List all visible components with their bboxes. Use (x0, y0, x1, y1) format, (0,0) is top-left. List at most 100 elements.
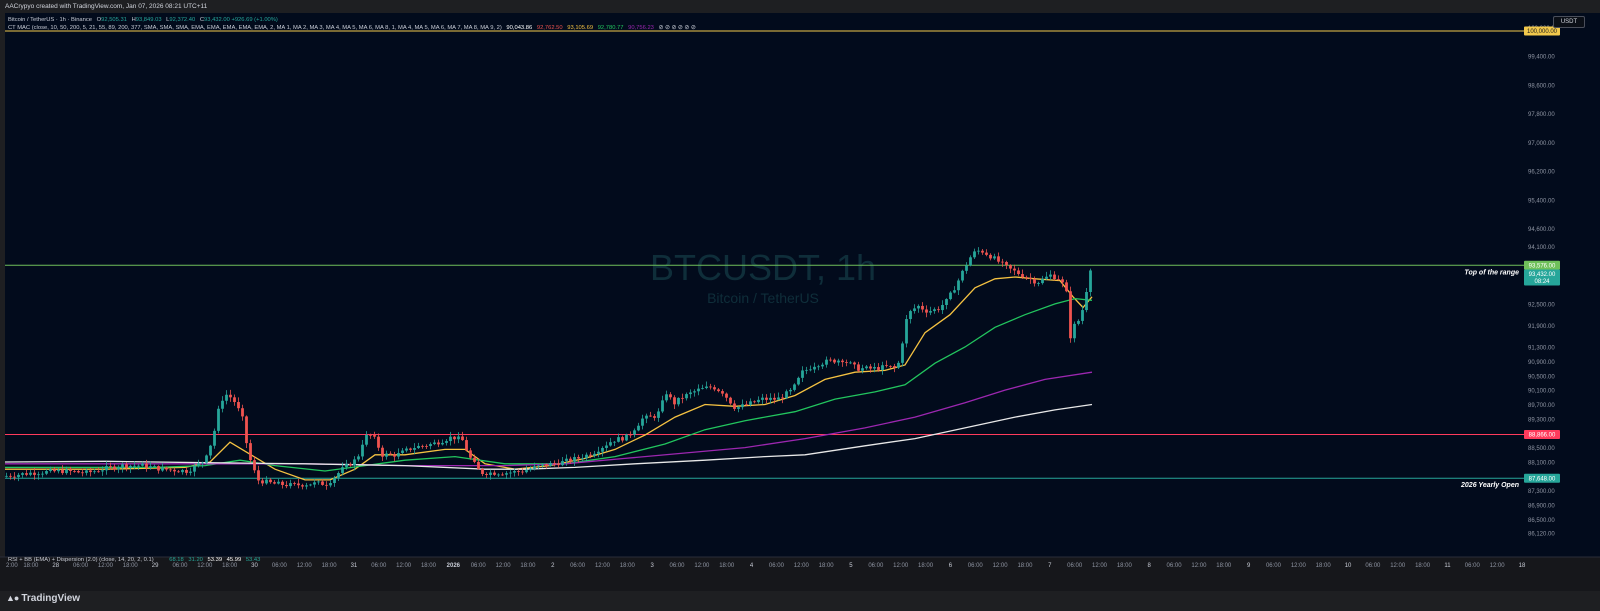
level-label-1: Top of the range (1464, 269, 1519, 276)
candle-body-155 (625, 434, 628, 441)
candle-body-3 (17, 474, 20, 478)
candle-body-69 (281, 481, 284, 485)
candle-body-209 (841, 360, 844, 363)
candle-body-206 (829, 359, 832, 361)
candle-body-203 (817, 366, 820, 368)
candle-body-235 (945, 299, 948, 305)
candle-body-215 (865, 366, 868, 369)
time-tick-41: 18:00 (1017, 563, 1033, 569)
time-tick-4: 12:00 (98, 563, 114, 569)
rsi-label: RSI + BB (EMA) + Dispersion (2.0) (close… (8, 557, 154, 563)
candle-body-114 (461, 436, 464, 441)
candle-body-133 (537, 465, 540, 467)
symbol-legend[interactable]: Bitcoin / TetherUS · 1h · Binance O92,50… (8, 17, 278, 23)
candle-body-178 (717, 389, 720, 392)
candle-body-80 (325, 484, 328, 486)
candle-body-106 (429, 444, 432, 447)
candle-body-137 (553, 463, 556, 464)
candle-body-186 (749, 401, 752, 405)
time-tick-56: 12:00 (1390, 563, 1406, 569)
price-tick-7: 94,600.00 (1528, 227, 1555, 233)
candle-body-87 (353, 459, 356, 466)
candle-body-61 (249, 443, 252, 461)
candle-body-79 (321, 481, 324, 485)
time-tick-16: 12:00 (396, 563, 412, 569)
candle-body-177 (713, 387, 716, 390)
time-axis-background[interactable] (0, 557, 1600, 591)
candle-body-75 (305, 485, 308, 487)
time-tick-48: 12:00 (1191, 563, 1207, 569)
chart-background (5, 13, 1524, 555)
time-tick-32: 12:00 (794, 563, 810, 569)
candle-body-192 (773, 397, 776, 400)
rsi-legend[interactable]: RSI + BB (EMA) + Dispersion (2.0) (close… (8, 557, 260, 563)
candle-body-227 (913, 308, 916, 312)
candle-body-268 (1077, 320, 1080, 324)
candle-body-42 (173, 469, 176, 472)
candle-body-13 (57, 469, 60, 472)
candle-body-196 (789, 389, 792, 392)
time-tick-1: 18:00 (23, 563, 39, 569)
candle-body-38 (157, 466, 160, 471)
candle-body-229 (921, 305, 924, 310)
candle-body-162 (653, 416, 656, 418)
currency-button[interactable]: USDT (1553, 16, 1585, 28)
candle-body-244 (981, 250, 984, 253)
candle-body-168 (677, 397, 680, 405)
candle-body-242 (973, 251, 976, 258)
candle-body-57 (233, 397, 236, 403)
candle-body-74 (301, 485, 304, 487)
candle-body-64 (261, 480, 264, 484)
ohlc-open-label: O (96, 17, 102, 23)
candle-body-153 (617, 437, 620, 442)
ohlc-low-label: L (166, 17, 170, 23)
candle-body-104 (421, 445, 424, 447)
top-bar: AACrypyo created with TradingView.com, J… (0, 0, 1600, 13)
candle-body-65 (265, 479, 268, 484)
watermark-subtitle: Bitcoin / TetherUS (707, 290, 819, 306)
candle-body-233 (937, 309, 940, 311)
time-tick-44: 12:00 (1092, 563, 1108, 569)
candle-body-55 (225, 394, 228, 401)
time-tick-12: 12:00 (297, 563, 313, 569)
price-tick-6: 95,400.00 (1528, 198, 1555, 204)
candle-body-124 (501, 474, 504, 476)
time-tick-49: 18:00 (1216, 563, 1232, 569)
candle-body-219 (881, 365, 884, 370)
last-price-tag: 93,432.00 (1529, 272, 1556, 278)
candle-body-223 (897, 362, 900, 368)
level-tag-3: 87,648.00 (1529, 476, 1556, 482)
candle-body-238 (957, 280, 960, 291)
candle-body-9 (41, 473, 44, 475)
candle-body-256 (1029, 277, 1032, 279)
last-price-countdown: 08:24 (1534, 279, 1550, 285)
time-tick-51: 06:00 (1266, 563, 1282, 569)
time-tick-13: 18:00 (322, 563, 338, 569)
candle-body-226 (909, 311, 912, 320)
price-tags: 100,000.00 93,576.00 88,866.00 87,648.00 93,… (1524, 26, 1560, 483)
candle-body-231 (929, 311, 932, 313)
price-tick-4: 97,000.00 (1528, 141, 1555, 147)
candle-body-172 (693, 391, 696, 393)
time-tick-45: 18:00 (1117, 563, 1133, 569)
candle-body-216 (869, 366, 872, 369)
candle-body-10 (45, 471, 48, 474)
indicator-legend[interactable]: CT MAC (close, 10, 50, 200, 5, 21, 55, 8… (8, 25, 696, 31)
time-tick-39: 06:00 (968, 563, 984, 569)
time-tick-57: 18:00 (1415, 563, 1431, 569)
candle-body-99 (401, 450, 404, 454)
candle-body-222 (893, 366, 896, 368)
time-tick-59: 06:00 (1465, 563, 1481, 569)
candle-body-111 (449, 436, 452, 442)
candle-body-181 (729, 397, 732, 404)
candle-body-90 (365, 434, 368, 445)
candle-body-92 (373, 435, 376, 437)
price-tick-1: 99,400.00 (1528, 55, 1555, 61)
tradingview-logo[interactable]: ▲● TradingView (6, 593, 80, 604)
candle-body-255 (1025, 277, 1028, 279)
time-tick-52: 12:00 (1291, 563, 1307, 569)
candle-body-180 (725, 393, 728, 398)
indicator-hidden-values: ⊘ ⊘ ⊘ ⊘ ⊘ ⊘ (658, 25, 696, 31)
candle-body-261 (1049, 274, 1052, 277)
